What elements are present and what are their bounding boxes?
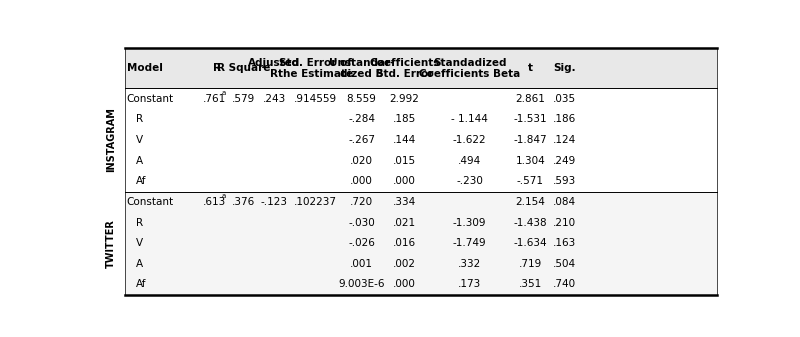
Text: .186: .186 <box>553 114 576 124</box>
Text: .243: .243 <box>262 94 286 104</box>
Text: -1.622: -1.622 <box>453 135 486 145</box>
Text: - 1.144: - 1.144 <box>451 114 488 124</box>
Text: R: R <box>213 63 221 73</box>
Text: -1.847: -1.847 <box>514 135 547 145</box>
Text: Standadized
Coefficients Beta: Standadized Coefficients Beta <box>419 58 520 79</box>
Text: -1.634: -1.634 <box>514 238 547 248</box>
Text: -.267: -.267 <box>348 135 375 145</box>
Text: t: t <box>528 63 533 73</box>
Text: .613: .613 <box>202 197 226 207</box>
Text: A: A <box>136 259 143 269</box>
Text: .376: .376 <box>231 197 255 207</box>
Text: .000: .000 <box>350 176 373 186</box>
Text: Constant: Constant <box>126 94 174 104</box>
Text: -.284: -.284 <box>348 114 375 124</box>
Text: .124: .124 <box>553 135 576 145</box>
Text: .593: .593 <box>553 176 576 186</box>
Text: Coefficients
Std. Error: Coefficients Std. Error <box>370 58 440 79</box>
Text: -.123: -.123 <box>261 197 288 207</box>
Bar <box>125 48 717 88</box>
Text: V: V <box>136 135 143 145</box>
Text: -.230: -.230 <box>456 176 483 186</box>
Text: .035: .035 <box>553 94 576 104</box>
Text: .084: .084 <box>553 197 576 207</box>
Text: a: a <box>222 90 226 96</box>
Text: .016: .016 <box>393 238 416 248</box>
Text: .173: .173 <box>458 279 482 289</box>
Text: .761: .761 <box>202 94 226 104</box>
Text: .740: .740 <box>553 279 576 289</box>
Text: 2.992: 2.992 <box>390 94 419 104</box>
Text: .351: .351 <box>518 279 542 289</box>
Text: R: R <box>136 218 143 227</box>
Text: A: A <box>136 156 143 166</box>
Text: .185: .185 <box>393 114 416 124</box>
Text: .000: .000 <box>393 176 416 186</box>
Text: .002: .002 <box>393 259 416 269</box>
Text: .494: .494 <box>458 156 482 166</box>
Text: Std. Error of
the Estimate: Std. Error of the Estimate <box>278 58 354 79</box>
Text: .001: .001 <box>350 259 373 269</box>
Bar <box>125 192 717 295</box>
Text: .102237: .102237 <box>294 197 338 207</box>
Text: 2.154: 2.154 <box>515 197 546 207</box>
Text: .914559: .914559 <box>294 94 338 104</box>
Text: .720: .720 <box>350 197 374 207</box>
Text: .021: .021 <box>393 218 416 227</box>
Text: R Square: R Square <box>217 63 270 73</box>
Text: -1.749: -1.749 <box>453 238 486 248</box>
Text: .015: .015 <box>393 156 416 166</box>
Text: .249: .249 <box>553 156 576 166</box>
Text: 8.559: 8.559 <box>346 94 377 104</box>
Text: a: a <box>222 193 226 199</box>
Text: .504: .504 <box>553 259 576 269</box>
Text: -1.309: -1.309 <box>453 218 486 227</box>
Text: -1.438: -1.438 <box>514 218 547 227</box>
Text: .144: .144 <box>393 135 416 145</box>
Text: .000: .000 <box>393 279 416 289</box>
Text: V: V <box>136 238 143 248</box>
Text: -.571: -.571 <box>517 176 544 186</box>
Text: Af: Af <box>136 176 146 186</box>
Text: .579: .579 <box>231 94 255 104</box>
Text: 1.304: 1.304 <box>515 156 546 166</box>
Text: 2.861: 2.861 <box>515 94 546 104</box>
Text: -1.531: -1.531 <box>514 114 547 124</box>
Text: Unstandar-
dized B: Unstandar- dized B <box>329 58 394 79</box>
Bar <box>125 88 717 192</box>
Text: .719: .719 <box>518 259 542 269</box>
Text: .334: .334 <box>393 197 416 207</box>
Text: -.030: -.030 <box>348 218 375 227</box>
Text: Sig.: Sig. <box>553 63 576 73</box>
Text: .163: .163 <box>553 238 576 248</box>
Text: R: R <box>136 114 143 124</box>
Text: .210: .210 <box>553 218 576 227</box>
Text: .020: .020 <box>350 156 373 166</box>
Text: .332: .332 <box>458 259 482 269</box>
Text: Adjusted
R: Adjusted R <box>248 58 301 79</box>
Text: Constant: Constant <box>126 197 174 207</box>
Text: Af: Af <box>136 279 146 289</box>
Text: INSTAGRAM: INSTAGRAM <box>106 108 116 173</box>
Text: Model: Model <box>126 63 162 73</box>
Text: TWITTER: TWITTER <box>106 219 116 268</box>
Text: -.026: -.026 <box>348 238 375 248</box>
Text: 9.003E-6: 9.003E-6 <box>338 279 385 289</box>
